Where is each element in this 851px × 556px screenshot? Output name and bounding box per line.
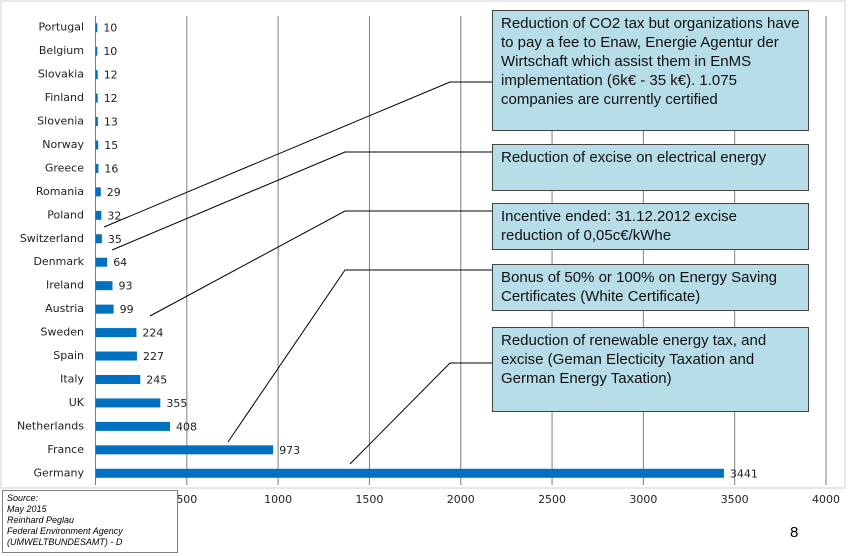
bar	[95, 304, 114, 314]
value-label: 15	[104, 139, 118, 152]
annotation: Reduction of renewable energy tax, and e…	[492, 327, 809, 412]
y-tick-label: Spain	[53, 349, 84, 362]
y-tick-label: Switzerland	[20, 232, 84, 245]
source-line: Reinhard Peglau	[7, 515, 75, 525]
bar	[95, 328, 137, 338]
source-line: (UMWELTBUNDESAMT) - D	[7, 537, 123, 547]
bar	[95, 257, 108, 267]
y-tick-label: Slovenia	[37, 115, 84, 128]
value-label: 13	[104, 116, 118, 129]
connector	[349, 362, 493, 465]
y-tick-label: Greece	[45, 161, 84, 174]
y-tick-label: Belgium	[39, 44, 84, 57]
value-label: 64	[113, 256, 127, 269]
y-tick-label: Netherlands	[17, 419, 84, 432]
bar	[95, 187, 101, 197]
x-tick-label: 500	[176, 493, 197, 506]
bar	[95, 468, 724, 478]
x-tick-label: 2500	[538, 493, 566, 506]
value-label: 99	[120, 303, 134, 316]
source-line: Federal Environment Agency	[7, 526, 123, 536]
y-tick-label: Ireland	[46, 279, 84, 292]
y-tick-label: Germany	[33, 466, 84, 479]
y-tick-label: Sweden	[41, 326, 84, 339]
y-tick-label: Norway	[42, 138, 84, 151]
value-label: 355	[166, 397, 187, 410]
bar	[95, 421, 171, 431]
chart-frame	[0, 0, 846, 489]
value-label: 12	[104, 69, 118, 82]
value-label: 35	[108, 233, 122, 246]
value-label: 29	[107, 186, 121, 199]
value-label: 10	[103, 45, 117, 58]
page-number: 8	[790, 524, 799, 541]
x-tick-label: 2000	[447, 493, 475, 506]
bar	[95, 398, 161, 408]
y-tick-label: Poland	[47, 208, 84, 221]
source-line: May 2015	[7, 504, 47, 514]
y-tick-label: Denmark	[33, 255, 84, 268]
bar	[95, 46, 98, 56]
bar	[95, 70, 98, 80]
bar	[95, 93, 98, 103]
connectors	[103, 81, 493, 465]
bar	[95, 281, 113, 291]
bar	[95, 234, 102, 244]
x-tick-label: 3500	[721, 493, 749, 506]
x-tick-label: 3000	[629, 493, 657, 506]
annotation: Reduction of excise on electrical energy	[492, 144, 809, 191]
value-label: 93	[118, 280, 132, 293]
y-tick-label: France	[47, 443, 84, 456]
x-tick-label: 1500	[355, 493, 383, 506]
bar	[95, 117, 98, 127]
value-label: 32	[107, 209, 121, 222]
value-label: 973	[279, 444, 300, 457]
value-label: 3441	[730, 467, 758, 480]
y-tick-label: Austria	[45, 302, 84, 315]
value-label: 16	[104, 162, 118, 175]
bar	[95, 445, 274, 455]
bar	[95, 163, 99, 173]
x-tick-label: 4000	[812, 493, 840, 506]
y-tick-label: Italy	[60, 372, 84, 385]
y-tick-label: Slovakia	[38, 68, 84, 81]
value-label: 224	[142, 327, 163, 340]
y-tick-label: Romania	[36, 185, 84, 198]
bar	[95, 140, 99, 150]
bar	[95, 210, 102, 220]
bar	[95, 23, 98, 33]
annotation: Incentive ended: 31.12.2012 excise reduc…	[492, 203, 809, 250]
y-tick-label: UK	[69, 396, 85, 409]
connector	[149, 210, 493, 317]
connector	[227, 269, 493, 443]
bar	[95, 351, 137, 361]
value-label: 408	[176, 420, 197, 433]
value-label: 10	[103, 22, 117, 35]
bar	[95, 374, 141, 384]
connector	[111, 151, 493, 251]
y-tick-label: Portugal	[38, 21, 84, 34]
source-line: Source:	[7, 493, 39, 503]
value-label: 245	[146, 373, 167, 386]
value-label: 12	[104, 92, 118, 105]
annotation: Bonus of 50% or 100% on Energy Saving Ce…	[492, 264, 809, 311]
annotation: Reduction of CO2 tax but organizations h…	[492, 10, 809, 131]
x-tick-label: 1000	[264, 493, 292, 506]
value-label: 227	[143, 350, 164, 363]
y-tick-label: Finland	[45, 91, 84, 104]
connector	[103, 81, 493, 228]
source-box: Source: May 2015 Reinhard Peglau Federal En…	[2, 490, 178, 553]
